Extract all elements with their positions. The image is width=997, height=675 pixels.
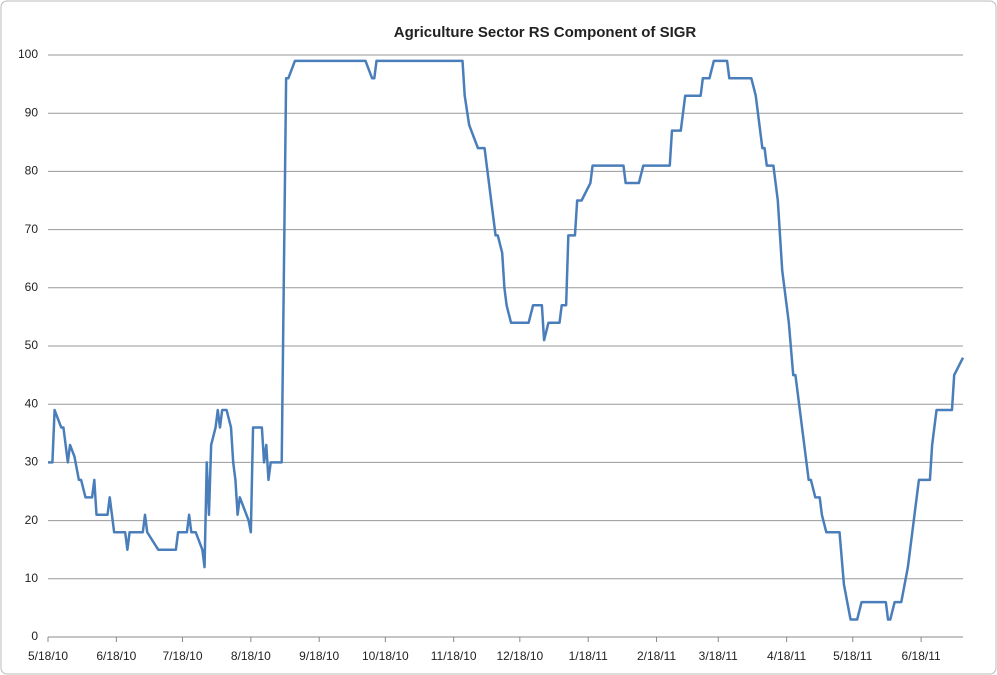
x-tick-label: 6/18/10 [96,649,136,663]
y-tick-label: 0 [31,629,38,643]
x-tick-label: 9/18/10 [299,649,339,663]
x-tick-label: 2/18/11 [637,649,676,663]
x-tick-label: 4/18/11 [767,649,806,663]
y-tick-label: 10 [25,571,39,585]
y-tick-label: 40 [25,396,39,410]
x-tick-label: 6/18/11 [902,649,941,663]
x-tick-label: 1/18/11 [569,649,608,663]
x-tick-label: 7/18/10 [162,649,202,663]
y-tick-label: 100 [18,47,38,61]
x-tick-label: 3/18/11 [699,649,738,663]
x-tick-label: 5/18/10 [28,649,68,663]
y-tick-label: 90 [25,105,39,119]
y-tick-label: 50 [25,338,39,352]
x-tick-label: 10/18/10 [362,649,409,663]
chart-title: Agriculture Sector RS Component of SIGR [394,24,697,41]
y-tick-label: 20 [25,513,39,527]
y-tick-label: 60 [25,280,39,294]
x-tick-label: 5/18/11 [833,649,872,663]
x-tick-label: 11/18/10 [431,649,477,663]
y-tick-label: 80 [25,164,39,178]
y-tick-label: 30 [25,455,39,469]
x-tick-label: 12/18/10 [496,649,543,663]
x-tick-label: 8/18/10 [231,649,271,663]
y-tick-label: 70 [25,222,39,236]
data-line [48,59,965,621]
